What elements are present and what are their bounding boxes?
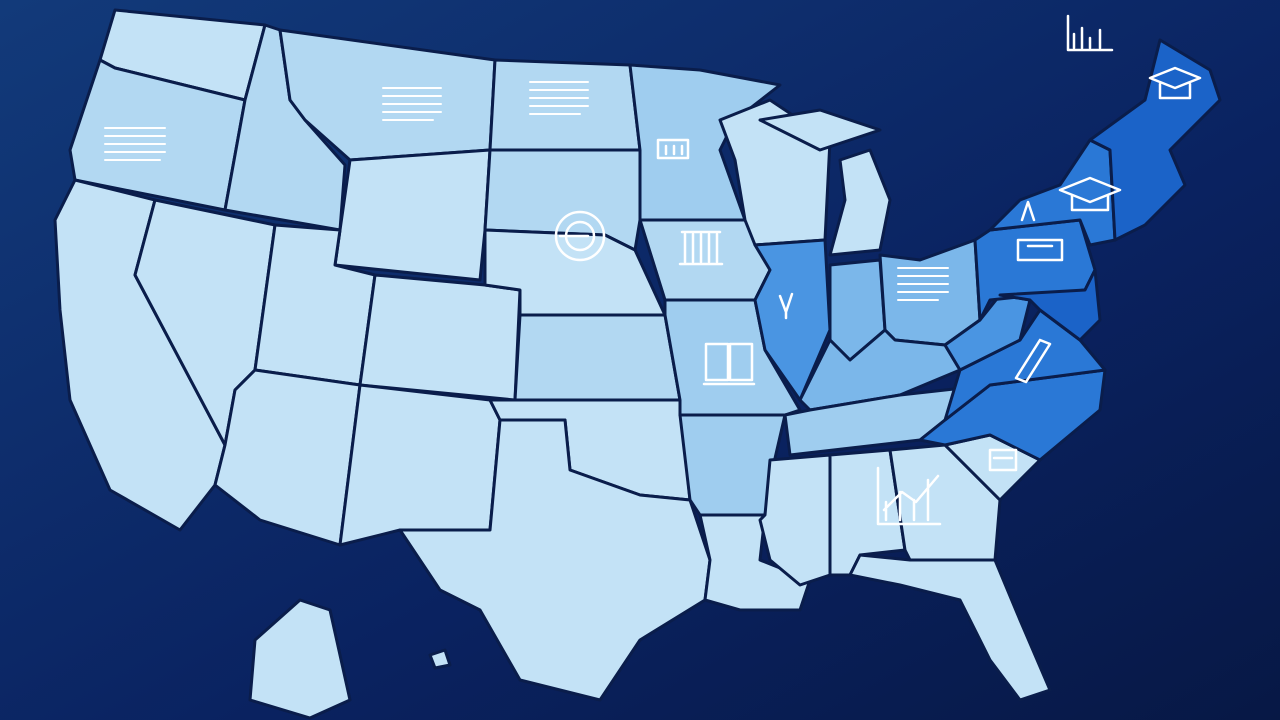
new-england [1088, 38, 1222, 242]
icons [104, 14, 1202, 526]
colorado [358, 273, 522, 402]
hawaii [428, 648, 452, 670]
book-icon [702, 342, 756, 386]
kansas [513, 313, 682, 402]
target-icon [554, 210, 606, 262]
wyoming [333, 148, 492, 282]
minnesota [628, 63, 782, 222]
small-icons [656, 138, 1064, 472]
text-lines-icon [104, 81, 949, 301]
michigan-upper [758, 108, 882, 152]
alaska [248, 598, 352, 720]
columns-icon [678, 230, 724, 266]
mid-atlantic [998, 268, 1102, 342]
scroll-icon [1014, 338, 1052, 384]
new-mexico [338, 383, 502, 547]
graduation-cap-icon [1058, 66, 1202, 212]
states [53, 8, 1222, 720]
chart-icon [876, 14, 1114, 526]
illinois [753, 238, 832, 402]
florida [848, 553, 1052, 702]
michigan-lower [828, 148, 892, 257]
